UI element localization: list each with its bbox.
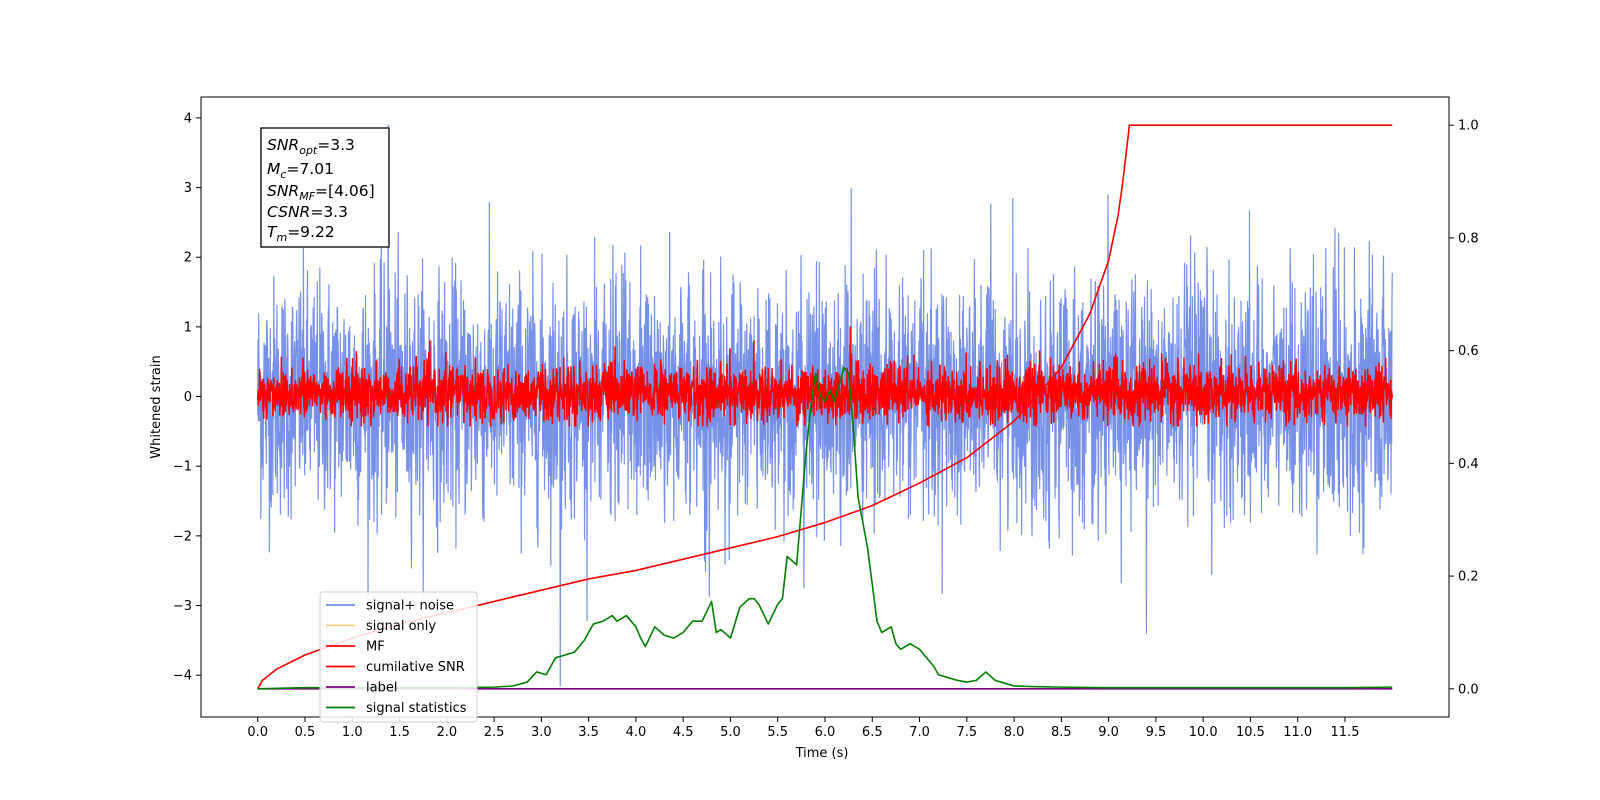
x-tick-label: 5.5	[767, 725, 788, 740]
signal-plus-noise-line	[257, 124, 1393, 687]
x-tick-label: 9.0	[1098, 725, 1119, 740]
signal-statistics-line	[257, 366, 1393, 690]
y-tick-label: 0	[184, 390, 192, 405]
x-tick-label: 0.5	[295, 725, 316, 740]
x-tick-label: 8.5	[1051, 725, 1072, 740]
annotation-frame	[260, 127, 390, 248]
legend-items: signal+ noise signal only MF cumilative SNR…	[326, 599, 467, 716]
legend-label: MF	[366, 640, 385, 655]
x-tick-label: 11.0	[1283, 725, 1312, 740]
chart-legend: signal+ noise signal only MF cumilative SNR…	[319, 591, 478, 723]
x-tick-label: 8.0	[1004, 725, 1025, 740]
x-tick-label: 1.5	[389, 725, 410, 740]
annotation-csnr: CSNR=3.3	[267, 203, 348, 221]
x-tick-label: 0.0	[247, 725, 268, 740]
legend-label: cumilative SNR	[366, 660, 465, 675]
y-tick-label: −1	[173, 460, 192, 475]
y2-tick-label: 0.8	[1458, 231, 1479, 246]
x-axis-title: Time (s)	[795, 746, 849, 761]
y2-tick-label: 1.0	[1458, 119, 1479, 134]
y-tick-label: −3	[173, 599, 192, 614]
x-tick-label: 10.0	[1189, 725, 1218, 740]
legend-label: signal+ noise	[366, 599, 454, 614]
x-tick-label: 1.0	[342, 725, 363, 740]
y-tick-label: −2	[173, 529, 192, 544]
x-tick-label: 2.0	[436, 725, 457, 740]
snr-annotation-box: SNRopt=3.3 Mc=7.01 SNRMF=[4.06] CSNR=3.3…	[260, 127, 390, 248]
mf-line	[256, 326, 1394, 427]
x-tick-label: 3.5	[578, 725, 599, 740]
y2-tick-label: 0.0	[1458, 682, 1479, 697]
y2-tick-label: 0.2	[1458, 570, 1479, 585]
x-tick-label: 7.5	[956, 725, 977, 740]
x-tick-label: 2.5	[484, 725, 505, 740]
x-tick-label: 9.5	[1146, 725, 1167, 740]
legend-frame	[319, 591, 478, 723]
x-tick-label: 5.0	[720, 725, 741, 740]
y-tick-label: −4	[173, 669, 192, 684]
x-tick-label: 6.5	[862, 725, 883, 740]
annotation-snr-opt: SNRopt=3.3	[267, 136, 355, 157]
x-tick-label: 6.0	[815, 725, 836, 740]
y-tick-label: 1	[184, 320, 192, 335]
annotation-snr-mf: SNRMF=[4.06]	[267, 182, 375, 203]
x-tick-label: 11.5	[1331, 725, 1360, 740]
y-tick-label: 4	[184, 111, 192, 126]
legend-label: label	[366, 681, 397, 696]
y2-tick-label: 0.6	[1458, 344, 1479, 359]
y-axis-right: 0.0 0.2 0.4 0.6 0.8 1.0	[1449, 119, 1479, 697]
y-axis-title: Whitened strain	[149, 355, 164, 458]
x-tick-label: 10.5	[1236, 725, 1265, 740]
x-tick-label: 3.0	[531, 725, 552, 740]
y-tick-label: 2	[184, 251, 192, 266]
y-axis-left: −4 −3 −2 −1 0 1 2 3 4	[173, 111, 201, 684]
y2-tick-label: 0.4	[1458, 457, 1479, 472]
x-tick-label: 4.5	[673, 725, 694, 740]
x-tick-label: 7.0	[909, 725, 930, 740]
legend-label: signal only	[366, 619, 436, 634]
x-axis: 0.0 0.5 1.0 1.5 2.0 2.5 3.0 3.5 4.0 4.5 5.0 5.5 6.0 6…	[247, 717, 1359, 740]
legend-label: signal statistics	[366, 701, 467, 716]
annotation-chirp-mass: Mc=7.01	[267, 160, 334, 181]
y-tick-label: 3	[184, 181, 192, 196]
x-tick-label: 4.0	[626, 725, 647, 740]
annotation-merger-time: Tm=9.22	[267, 223, 335, 244]
